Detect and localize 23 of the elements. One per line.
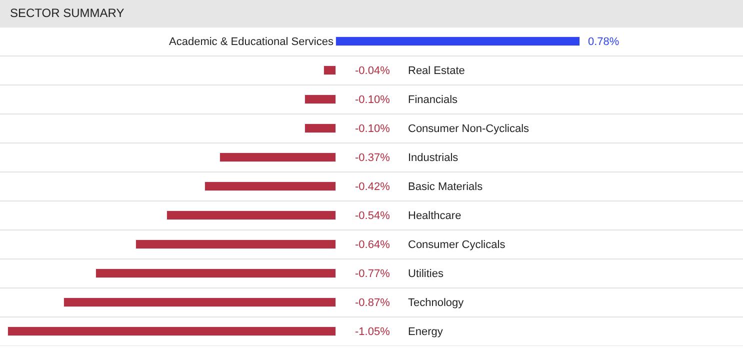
data-label: -0.10% <box>355 94 390 106</box>
data-label: 0.78% <box>588 36 620 48</box>
data-label: -0.10% <box>355 123 390 135</box>
chart-title: SECTOR SUMMARY <box>10 6 124 20</box>
data-label: -0.37% <box>355 152 390 164</box>
data-label: -1.05% <box>355 326 390 338</box>
data-label: -0.04% <box>355 65 390 77</box>
data-label: -0.54% <box>355 210 390 222</box>
data-label: -0.87% <box>355 297 390 309</box>
y-tick-label: Utilities <box>408 268 444 280</box>
y-tick-label: Healthcare <box>408 210 462 222</box>
y-tick-label: Consumer Cyclicals <box>408 239 506 251</box>
y-tick-label: Basic Materials <box>408 181 484 193</box>
y-tick-label: Financials <box>408 94 458 106</box>
y-tick-label: Academic & Educational Services <box>169 36 334 48</box>
y-tick-label: Consumer Non-Cyclicals <box>408 123 530 135</box>
y-tick-label: Energy <box>408 326 444 338</box>
y-tick-label: Industrials <box>408 152 459 164</box>
data-label: -0.42% <box>355 181 390 193</box>
data-label: -0.64% <box>355 239 390 251</box>
data-label: -0.77% <box>355 268 390 280</box>
y-tick-label: Real Estate <box>408 65 465 77</box>
y-tick-label: Technology <box>408 297 464 309</box>
